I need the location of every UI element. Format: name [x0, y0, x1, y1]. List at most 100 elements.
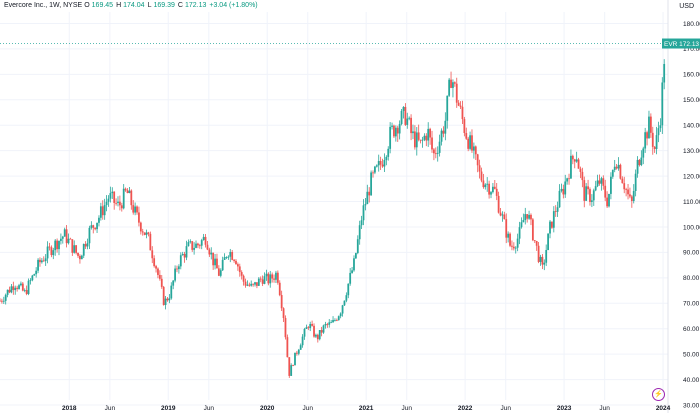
candle-up: [406, 118, 409, 125]
x-tick-label: 2022: [458, 405, 473, 412]
currency-label[interactable]: USD: [679, 3, 694, 10]
candle-up: [117, 201, 119, 203]
candle-up: [332, 320, 334, 323]
candle-down: [461, 106, 464, 120]
candle-up: [617, 164, 620, 169]
candle-down: [471, 135, 473, 151]
candle-up: [263, 276, 266, 284]
change-value: +3.04 (+1.80%): [209, 2, 258, 9]
candle-down: [71, 239, 74, 253]
candle-down: [235, 260, 237, 265]
candle-down: [425, 135, 428, 141]
candle-up: [486, 183, 489, 185]
candle-down: [604, 185, 607, 198]
candle-up: [73, 245, 76, 253]
candlestick-series: [0, 59, 666, 378]
candle-down: [166, 298, 169, 301]
candle-down: [139, 222, 142, 232]
candle-up: [88, 227, 91, 244]
candle-down: [649, 116, 652, 133]
candle-down: [429, 128, 432, 138]
candle-up: [389, 126, 392, 149]
candle-down: [259, 278, 262, 280]
candle-down: [404, 106, 407, 125]
candle-down: [562, 188, 565, 195]
price-axis[interactable]: 30.00 40.00 50.00 60.00 70.00 80.00 90.00 100.0…: [683, 21, 700, 410]
candle-up: [644, 132, 647, 149]
candle-up: [366, 191, 369, 205]
candle-up: [189, 241, 192, 243]
close-value: 172.13: [184, 2, 207, 9]
candle-up: [210, 252, 213, 255]
candle-up: [269, 274, 272, 284]
candle-down: [581, 171, 584, 181]
candle-up: [636, 159, 639, 174]
candle-down: [115, 202, 117, 204]
candle-up: [20, 283, 22, 286]
candle-up: [330, 322, 333, 324]
candle-down: [476, 154, 479, 166]
candle-up: [290, 365, 293, 376]
y-tick-label: 60.00: [683, 326, 700, 333]
candle-up: [524, 214, 527, 221]
candle-up: [14, 287, 17, 291]
candle-up: [353, 258, 355, 271]
candle-up: [412, 131, 414, 134]
candle-up: [105, 201, 108, 206]
candle-up: [168, 298, 171, 301]
lightning-icon[interactable]: ⚡: [652, 388, 665, 401]
x-tick-label: Jun: [599, 405, 610, 412]
candle-up: [484, 184, 487, 188]
candle-down: [457, 102, 460, 106]
candle-up: [440, 130, 443, 142]
candle-up: [303, 329, 306, 337]
candle-down: [155, 266, 157, 269]
candle-up: [63, 229, 66, 237]
candle-up: [174, 268, 176, 281]
candle-down: [280, 295, 283, 309]
candle-down: [242, 275, 245, 282]
candle-down: [511, 245, 513, 247]
y-tick-label: 50.00: [683, 351, 700, 358]
candle-down: [136, 206, 138, 213]
candle-up: [324, 323, 327, 326]
candle-down: [77, 252, 79, 256]
symbol-header: Evercore Inc., 1W, NYSE O 169.45 H 174.04 …: [4, 2, 259, 9]
candle-down: [587, 186, 589, 190]
candle-down: [482, 180, 485, 188]
candle-up: [659, 125, 662, 129]
candle-up: [356, 239, 359, 254]
candle-up: [385, 156, 388, 161]
candle-up: [354, 253, 357, 259]
candle-down: [638, 159, 641, 166]
symbol-info[interactable]: Evercore Inc., 1W, NYSE: [4, 2, 83, 9]
candle-down: [273, 278, 275, 280]
candle-up: [185, 246, 188, 258]
candle-down: [278, 282, 281, 296]
candle-down: [252, 283, 255, 285]
candle-down: [442, 130, 445, 134]
candle-up: [543, 262, 546, 265]
candle-up: [501, 214, 504, 216]
candle-down: [571, 155, 574, 160]
candle-down: [651, 132, 654, 147]
candle-up: [35, 270, 38, 275]
candle-down: [101, 206, 104, 216]
candle-up: [44, 258, 47, 262]
candle-up: [200, 240, 203, 246]
candle-up: [61, 236, 64, 239]
candle-up: [370, 172, 373, 196]
candle-up: [472, 146, 475, 151]
candle-down: [505, 219, 508, 238]
candle-down: [286, 337, 289, 358]
candle-down: [615, 166, 618, 169]
candle-down: [162, 286, 165, 306]
candle-down: [320, 330, 323, 333]
candle-up: [187, 242, 190, 247]
time-axis[interactable]: 2018 Jun 2019 Jun 2020 Jun 2021 Jun 2022 Jun 2023 J…: [62, 405, 671, 412]
candle-up: [349, 272, 352, 284]
candle-down: [8, 289, 11, 293]
candle-down: [244, 281, 247, 286]
candle-up: [560, 188, 563, 191]
